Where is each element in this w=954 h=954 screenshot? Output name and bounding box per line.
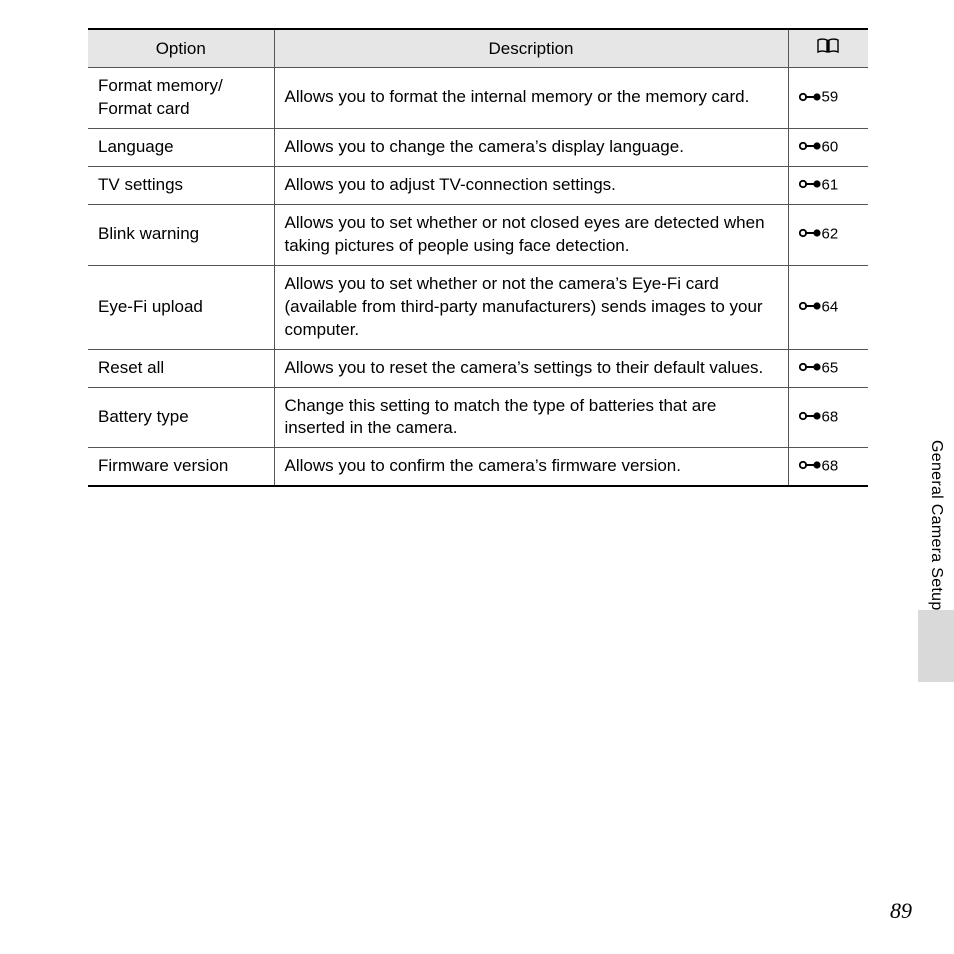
reference-link-icon — [799, 174, 821, 197]
cell-reference: 65 — [788, 349, 868, 387]
manual-page: Option Description Format memory/ Format… — [0, 0, 954, 954]
cell-option: TV settings — [88, 166, 274, 204]
reference-link-icon — [799, 296, 821, 319]
cell-reference: 59 — [788, 68, 868, 129]
reference-number: 68 — [822, 458, 839, 475]
cell-reference: 64 — [788, 265, 868, 349]
cell-description: Allows you to change the camera’s displa… — [274, 128, 788, 166]
reference-number: 64 — [822, 298, 839, 315]
table-row: Eye-Fi uploadAllows you to set whether o… — [88, 265, 868, 349]
table-row: Battery typeChange this setting to match… — [88, 387, 868, 448]
reference-number: 65 — [822, 359, 839, 376]
reference-link-icon — [799, 357, 821, 380]
header-description: Description — [274, 29, 788, 68]
cell-description: Allows you to set whether or not closed … — [274, 204, 788, 265]
table-row: Format memory/ Format cardAllows you to … — [88, 68, 868, 129]
cell-option: Reset all — [88, 349, 274, 387]
table-row: Firmware versionAllows you to confirm th… — [88, 448, 868, 486]
reference-number: 68 — [822, 408, 839, 425]
reference-number: 59 — [822, 89, 839, 106]
table-row: LanguageAllows you to change the camera’… — [88, 128, 868, 166]
reference-number: 60 — [822, 138, 839, 155]
cell-description: Change this setting to match the type of… — [274, 387, 788, 448]
book-icon — [817, 38, 839, 59]
table-header-row: Option Description — [88, 29, 868, 68]
cell-option: Blink warning — [88, 204, 274, 265]
reference-link-icon — [799, 455, 821, 478]
cell-option: Firmware version — [88, 448, 274, 486]
cell-reference: 62 — [788, 204, 868, 265]
table-row: TV settingsAllows you to adjust TV-conne… — [88, 166, 868, 204]
reference-link-icon — [799, 406, 821, 429]
cell-reference: 60 — [788, 128, 868, 166]
reference-number: 62 — [822, 226, 839, 243]
page-number: 89 — [890, 898, 912, 924]
cell-reference: 68 — [788, 387, 868, 448]
cell-description: Allows you to adjust TV-connection setti… — [274, 166, 788, 204]
cell-option: Format memory/ Format card — [88, 68, 274, 129]
reference-link-icon — [799, 87, 821, 110]
cell-description: Allows you to set whether or not the cam… — [274, 265, 788, 349]
cell-description: Allows you to confirm the camera’s firmw… — [274, 448, 788, 486]
cell-description: Allows you to reset the camera’s setting… — [274, 349, 788, 387]
settings-table-container: Option Description Format memory/ Format… — [88, 28, 868, 487]
cell-reference: 61 — [788, 166, 868, 204]
cell-description: Allows you to format the internal memory… — [274, 68, 788, 129]
table-row: Reset allAllows you to reset the camera’… — [88, 349, 868, 387]
cell-option: Eye-Fi upload — [88, 265, 274, 349]
cell-option: Language — [88, 128, 274, 166]
header-option: Option — [88, 29, 274, 68]
table-row: Blink warningAllows you to set whether o… — [88, 204, 868, 265]
settings-table: Option Description Format memory/ Format… — [88, 28, 868, 487]
reference-link-icon — [799, 223, 821, 246]
reference-number: 61 — [822, 176, 839, 193]
header-reference — [788, 29, 868, 68]
section-side-label: General Camera Setup — [927, 440, 945, 611]
reference-link-icon — [799, 136, 821, 159]
cell-reference: 68 — [788, 448, 868, 486]
cell-option: Battery type — [88, 387, 274, 448]
section-side-tab — [918, 610, 954, 682]
